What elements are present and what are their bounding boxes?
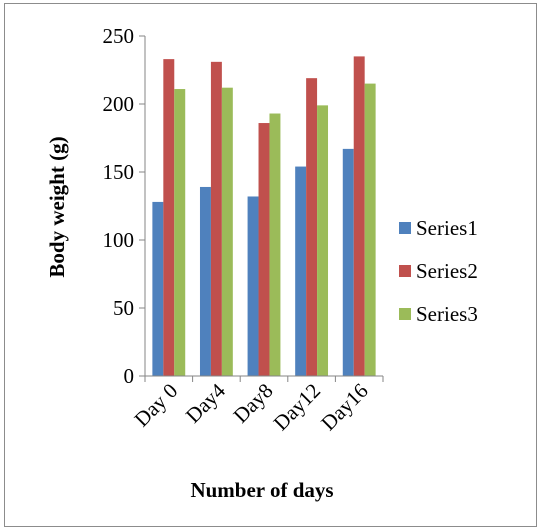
x-axis-title: Number of days	[190, 478, 333, 502]
y-tick-label: 50	[113, 296, 134, 320]
bar-series1-3	[295, 166, 307, 376]
y-tick-label: 0	[124, 364, 135, 388]
y-axis-ticks: 0 50 100 150 200 250	[103, 24, 145, 388]
legend-label-series1: Series1	[416, 216, 478, 240]
x-tick-label: Day 0	[129, 379, 182, 432]
x-tick-label: Day4	[181, 378, 230, 427]
bar-series2-0	[163, 59, 175, 377]
bar-series3-0	[174, 89, 186, 376]
bar-series2-2	[258, 123, 270, 376]
y-tick-label: 250	[103, 24, 135, 48]
bar-series1-4	[342, 148, 354, 376]
x-tick-label: Day16	[316, 379, 373, 436]
y-tick-label: 100	[103, 228, 135, 252]
bar-series2-4	[353, 56, 365, 377]
y-tick-label: 200	[103, 92, 135, 116]
bar-series1-0	[152, 201, 164, 376]
bar-series3-3	[317, 105, 329, 377]
legend-swatch-series2	[399, 265, 411, 277]
axes	[144, 36, 383, 377]
y-axis-title: Body weight (g)	[45, 136, 69, 277]
legend: Series1 Series2 Series3	[399, 216, 478, 326]
bars	[152, 56, 376, 377]
x-tick-label: Day12	[269, 379, 326, 436]
legend-swatch-series3	[399, 308, 411, 320]
bar-series3-2	[269, 113, 281, 377]
bar-series1-1	[199, 186, 211, 376]
bar-series2-3	[306, 78, 318, 376]
bar-series1-2	[247, 196, 259, 376]
legend-label-series3: Series3	[416, 302, 478, 326]
legend-label-series2: Series2	[416, 259, 478, 283]
bar-series3-4	[364, 83, 376, 376]
bar-series3-1	[221, 87, 233, 377]
bar-series2-1	[210, 61, 222, 377]
y-tick-label: 150	[103, 160, 135, 184]
legend-swatch-series1	[399, 222, 411, 234]
